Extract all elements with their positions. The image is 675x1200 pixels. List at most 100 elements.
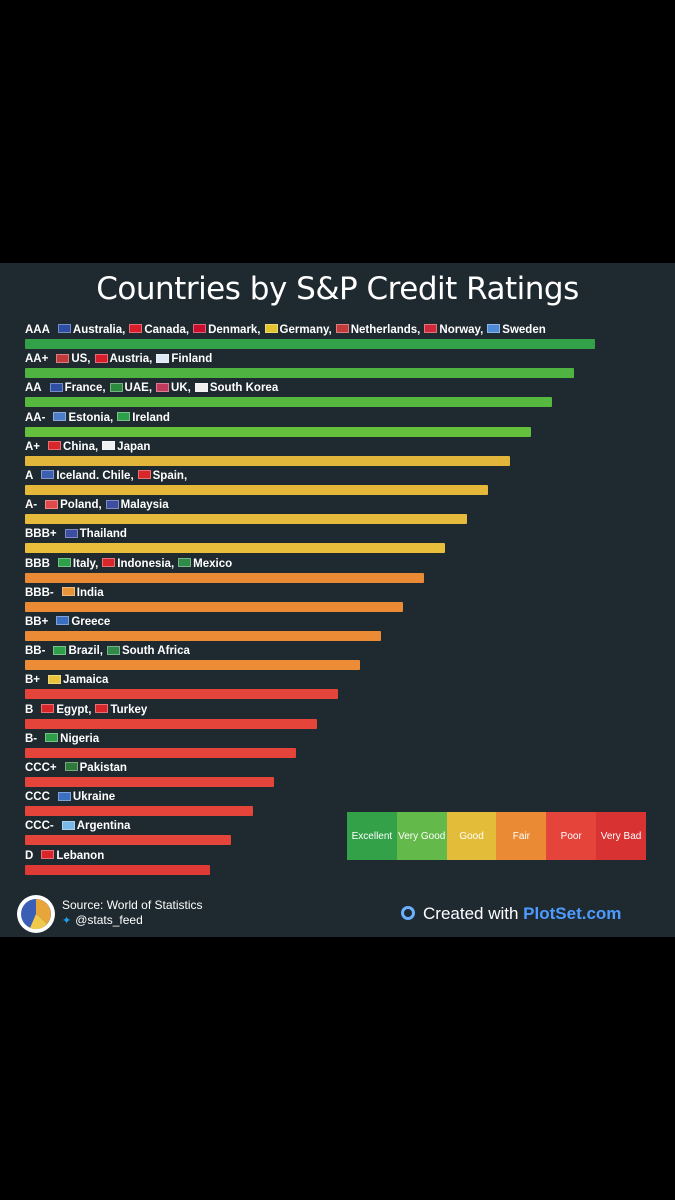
legend: Excellent Very Good Good Fair Poor Very Bad [347,812,646,860]
legend-label: Very Bad [600,830,642,842]
rating-bar [25,864,210,875]
flag-icon [105,499,119,509]
rating-label: CCC [25,791,50,804]
flag-icon [264,324,278,334]
country-name: Spain, [152,470,188,482]
flag-icon [109,382,123,392]
flag-icon [117,412,131,422]
flag-icon [137,470,151,480]
rating-bar [25,455,510,466]
country-name: Pakistan [79,762,127,774]
country-name: South Korea [209,382,279,395]
row-label: CCC Ukraine [25,791,115,803]
country-name: Norway, [439,324,484,336]
flag-icon [61,587,75,597]
country-name: Mexico [193,557,233,570]
country-name: UAE, [124,382,153,395]
rating-label: CCC- [25,820,54,833]
flag-icon [335,324,349,334]
flag-icon [178,558,192,568]
created-with: Created with PlotSet.com [401,904,621,924]
rating-bar [25,368,574,379]
row-label: A+ China, Japan [25,441,150,453]
country-name: Lebanon [56,849,105,862]
rating-label: B- [25,732,38,745]
flag-icon [193,324,207,334]
row-label: B Egypt, Turkey [25,704,147,716]
country-name: US, [71,353,91,366]
flag-icon [57,791,71,801]
rating-label: CCC+ [25,762,57,774]
row-label: BBB Italy, Indonesia, Mexico [25,558,232,570]
rating-bar [25,339,596,349]
flag-icon [156,353,170,363]
flag-icon [41,850,55,860]
rating-label: A [25,470,34,482]
country-name: Egypt, [56,703,92,716]
row-label: BBB- India [25,587,104,599]
created-prefix: Created with [423,904,519,923]
flag-icon [45,733,59,743]
rating-label: AA- [25,411,46,424]
row-label: BBB+ Thailand [25,528,127,540]
legend-swatch: Good [446,812,497,860]
flag-icon [56,353,70,363]
country-name: India [76,586,104,599]
row-label: D Lebanon [25,850,104,862]
country-name: Australia, [72,324,126,336]
row-label: A Iceland. Chile, Spain, [25,470,187,482]
country-name: South Africa [121,645,190,658]
country-name: Japan [117,440,151,453]
flag-icon [53,645,67,655]
country-name: Ireland [132,411,170,424]
rating-bar [25,631,382,641]
row-label: AA France, UAE, UK, South Korea [25,382,278,394]
rating-bar [25,747,296,758]
country-name: Indonesia, [117,557,175,570]
country-name: Thailand [79,528,127,541]
row-label: B+ Jamaica [25,674,108,686]
rating-label: D [25,849,34,862]
flag-icon [106,645,120,655]
row-label: BB+ Greece [25,616,110,628]
legend-label: Excellent [351,830,393,842]
legend-swatch: Poor [546,812,597,860]
country-name: Greece [71,616,111,628]
flag-icon [102,441,116,451]
flag-icon [194,382,208,392]
country-name: Austria, [109,353,153,366]
country-name: Denmark, [208,324,261,336]
country-name: Canada, [144,324,190,336]
rating-label: BBB+ [25,528,57,541]
flag-icon [48,441,62,451]
rating-bar [25,543,446,554]
country-name: France, [64,382,106,395]
flag-icon [56,616,70,626]
flag-icon [424,324,438,334]
country-name: China, [63,440,99,453]
rating-label: A- [25,499,38,512]
legend-label: Very Good [398,830,446,842]
row-label: CCC- Argentina [25,820,130,832]
legend-label: Good [459,830,484,842]
row-label: AAA Australia, Canada, Denmark, Germany, Neth… [25,324,546,336]
source-text: Source: World of Statistics [62,898,203,912]
country-name: UK, [171,382,191,395]
flag-icon [102,558,116,568]
flag-icon [45,499,59,509]
rating-bar [25,777,275,787]
rating-bar [25,397,553,408]
country-name: Malaysia [120,499,169,512]
rating-label: BB- [25,645,46,658]
row-label: CCC+ Pakistan [25,762,127,774]
country-name: Nigeria [60,732,100,745]
country-name: Netherlands, [350,324,421,336]
flag-icon [48,674,62,684]
chart-title: Countries by S&P Credit Ratings [96,271,579,307]
twitter-handle: ✦ @stats_feed [62,913,143,927]
row-label: A- Poland, Malaysia [25,499,169,511]
flag-icon [129,324,143,334]
rating-bar [25,718,317,729]
flag-icon [487,324,501,334]
country-name: Turkey [110,703,148,716]
